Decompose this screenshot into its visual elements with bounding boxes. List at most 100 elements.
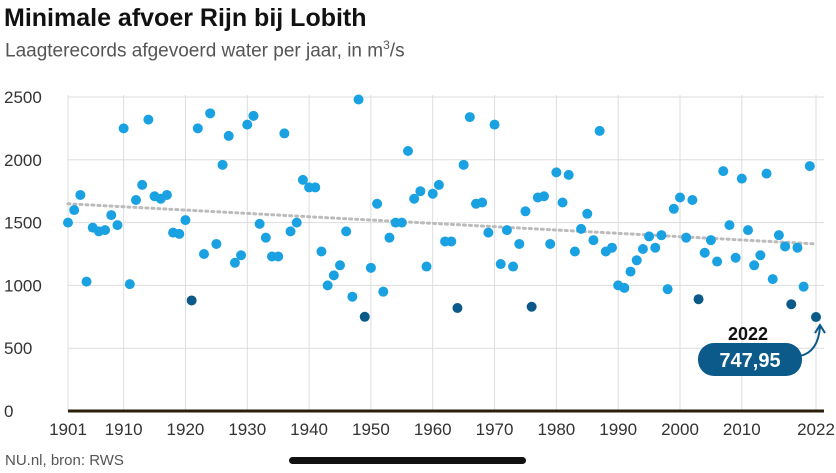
data-point: [619, 282, 630, 293]
data-point: [545, 238, 556, 249]
data-point: [192, 123, 203, 134]
x-tick-label: 1980: [537, 420, 575, 439]
data-point: [705, 235, 716, 246]
y-tick-label: 0: [4, 402, 13, 421]
data-point: [675, 192, 685, 203]
data-point: [421, 261, 432, 272]
data-point: [514, 238, 525, 249]
data-point: [712, 256, 723, 267]
x-tick-label: 1940: [290, 420, 328, 439]
data-point: [285, 226, 296, 237]
data-point: [749, 260, 760, 271]
data-point: [539, 191, 549, 202]
data-point: [316, 246, 327, 257]
data-point: [372, 198, 383, 209]
data-point: [489, 119, 500, 130]
data-point: [483, 227, 494, 238]
data-point: [180, 215, 191, 226]
trend-line: [66, 202, 818, 246]
y-tick-label: 2500: [4, 88, 42, 107]
annotation-callout: [698, 343, 802, 376]
data-point: [211, 238, 222, 249]
data-point: [75, 189, 86, 200]
data-point: [322, 280, 333, 291]
data-point: [131, 194, 141, 205]
data-point-low: [359, 311, 370, 322]
annotation-2022: 2022 747,95: [698, 323, 826, 376]
data-point: [174, 228, 185, 239]
data-point: [798, 281, 809, 292]
data-point: [260, 232, 271, 243]
data-point: [662, 284, 673, 295]
data-point: [501, 225, 512, 236]
data-point: [594, 125, 605, 136]
y-tick-label: 1500: [4, 214, 42, 233]
y-tick-label: 1000: [4, 276, 42, 295]
annotation-arrow: [799, 326, 821, 357]
subtitle-text: Laagterecords afgevoerd water per jaar, …: [5, 40, 384, 62]
data-point: [551, 167, 562, 178]
data-point: [804, 161, 815, 172]
horizontal-scrollbar[interactable]: [289, 457, 526, 464]
x-tick-label: 1930: [228, 420, 266, 439]
data-point: [137, 179, 148, 190]
data-point: [576, 223, 587, 234]
data-point: [736, 173, 747, 184]
data-point: [384, 232, 395, 243]
data-point-low: [186, 295, 197, 306]
data-point: [563, 169, 574, 180]
data-point: [205, 108, 216, 119]
data-point: [310, 182, 321, 193]
data-point: [353, 94, 364, 105]
x-tick-label: 2000: [661, 420, 699, 439]
data-point: [328, 270, 339, 281]
data-point: [780, 241, 791, 252]
data-point: [341, 226, 352, 237]
data-point: [347, 291, 358, 302]
subtitle-superscript: 3: [383, 38, 390, 52]
data-point: [477, 197, 488, 208]
data-point: [743, 225, 753, 236]
data-point: [755, 250, 766, 261]
x-tick-label: 1960: [414, 420, 452, 439]
x-tick-label: 1910: [105, 420, 143, 439]
data-point-low: [786, 299, 797, 310]
data-point: [254, 218, 265, 229]
data-point: [625, 266, 636, 277]
data-point: [291, 217, 302, 228]
data-point: [495, 259, 506, 270]
data-point: [557, 197, 568, 208]
annotation-value: 747,95: [719, 350, 780, 372]
data-point: [588, 235, 599, 246]
data-point: [607, 242, 617, 253]
y-axis-ticks: 0 500 1000 1500 2000 2500: [4, 88, 42, 421]
data-point: [792, 242, 803, 253]
data-point: [718, 166, 729, 177]
data-point-low: [526, 301, 537, 312]
data-point: [415, 186, 426, 197]
data-point: [248, 110, 259, 121]
data-point: [668, 203, 679, 214]
source-note: NU.nl, bron: RWS: [5, 452, 124, 469]
data-point: [242, 119, 253, 130]
data-point: [69, 205, 80, 216]
data-point: [773, 230, 784, 241]
data-point: [631, 255, 642, 266]
y-tick-label: 2000: [4, 151, 42, 170]
data-point: [273, 251, 284, 262]
data-point: [378, 286, 389, 297]
data-point-low: [452, 303, 463, 314]
data-point: [464, 112, 475, 123]
x-tick-label: 1970: [476, 420, 514, 439]
chart-title: Minimale afvoer Rijn bij Lobith: [4, 4, 367, 32]
data-point: [433, 179, 444, 190]
data-point: [223, 130, 234, 141]
grid-lines: [67, 95, 824, 411]
x-tick-label: 1990: [599, 420, 637, 439]
data-point: [297, 174, 308, 185]
data-point: [761, 168, 772, 179]
data-point: [446, 236, 457, 247]
data-point: [637, 243, 648, 254]
data-point: [100, 225, 111, 236]
data-point-low: [811, 312, 821, 323]
